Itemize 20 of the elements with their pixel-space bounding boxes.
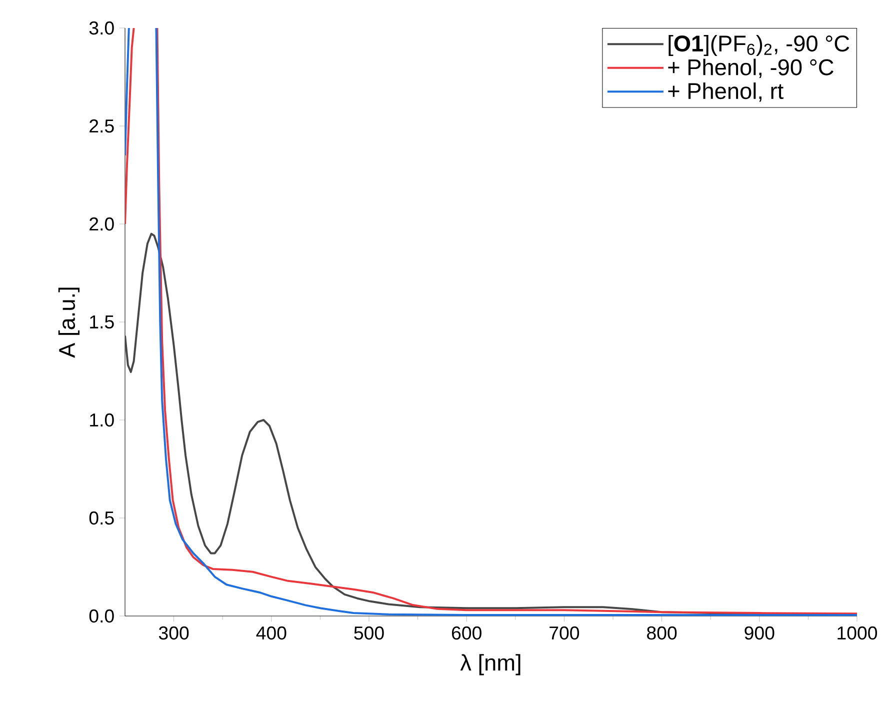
x-tick-label: 700: [550, 626, 580, 640]
y-tick-label: 0.0: [89, 609, 114, 623]
x-tick-label: 500: [354, 626, 384, 640]
x-tick-label: 600: [452, 626, 482, 640]
legend-label: + Phenol, -90 °C: [668, 58, 834, 78]
x-tick-label: 900: [744, 626, 774, 640]
x-tick-label: 1000: [838, 626, 878, 640]
legend-label: [O1](PF$_{6}$)$_{2}$, -90 °C: [668, 34, 850, 56]
y-tick-label: 1.0: [90, 413, 114, 427]
x-axis-title: λ [nm]: [460, 654, 520, 676]
y-tick-label: 2.0: [90, 217, 114, 231]
x-tick-label: 300: [158, 626, 189, 640]
y-tick-label: 3.0: [89, 21, 114, 35]
legend-label: + Phenol, rt: [668, 82, 784, 102]
y-tick-label: 0.5: [89, 511, 114, 525]
x-tick-label: 800: [647, 626, 677, 640]
y-tick-label: 1.5: [90, 315, 114, 329]
y-axis-title: A [a.u.]: [58, 288, 80, 358]
x-tick-label: 400: [256, 626, 286, 640]
y-tick-label: 2.5: [90, 119, 114, 133]
